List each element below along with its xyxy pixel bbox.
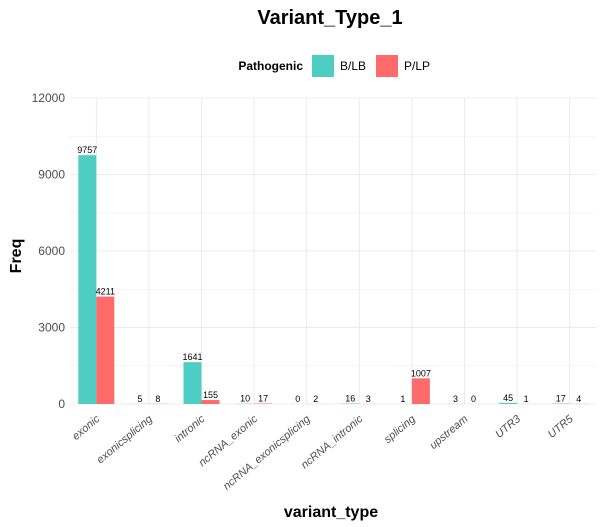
data-label: 0	[295, 394, 300, 404]
data-label: 5	[137, 394, 142, 404]
data-label: 9757	[77, 145, 97, 155]
data-labels: 9757 5 1641 10 0 16 1 3 45 17 4211 8 155 17 2 3 1007 0 1 4	[77, 145, 581, 404]
data-label: 10	[240, 394, 250, 404]
bars	[78, 155, 588, 404]
legend-label: P/LP	[404, 59, 430, 73]
legend-swatch	[376, 55, 398, 77]
x-tick-label: UTR5	[546, 413, 576, 441]
x-tick-label: intronic	[173, 413, 208, 445]
x-tick-label: splicing	[382, 413, 418, 446]
data-label: 17	[258, 394, 268, 404]
chart-title: Variant_Type_1	[257, 7, 402, 29]
legend-label: B/LB	[340, 59, 366, 73]
data-label: 8	[155, 394, 160, 404]
x-tick-label: ncRNA_exonicsplicing	[221, 413, 313, 493]
data-label: 155	[203, 390, 218, 400]
bar	[183, 362, 202, 404]
x-axis-title: variant_type	[284, 504, 378, 521]
y-tick-label: 3000	[38, 321, 65, 335]
bar	[499, 402, 518, 404]
y-tick-label: 0	[58, 397, 65, 411]
bar	[411, 378, 430, 404]
y-axis: 0 3000 6000 9000 12000	[32, 91, 66, 411]
legend-title: Pathogenic	[238, 59, 303, 73]
data-label: 1641	[182, 352, 202, 362]
data-label: 3	[453, 394, 458, 404]
bar	[96, 296, 115, 404]
data-label: 0	[471, 394, 476, 404]
data-label: 16	[345, 394, 355, 404]
y-axis-title: Freq	[8, 239, 25, 274]
data-label: 3	[366, 394, 371, 404]
data-label: 1007	[411, 368, 431, 378]
legend: Pathogenic B/LB P/LP	[238, 55, 430, 77]
legend-swatch	[312, 55, 334, 77]
data-label: 2	[313, 394, 318, 404]
bar	[201, 400, 220, 404]
gridlines	[70, 97, 596, 405]
data-label: 4211	[96, 287, 115, 297]
data-label: 4	[576, 394, 581, 404]
bar	[78, 155, 97, 404]
data-label: 1	[400, 394, 405, 404]
x-tick-label: exonic	[70, 413, 102, 443]
y-tick-label: 6000	[38, 244, 65, 258]
x-tick-label: exonicsplicing	[95, 413, 156, 467]
y-tick-label: 12000	[32, 91, 66, 105]
x-tick-label: upstream	[428, 413, 471, 452]
x-tick-label: UTR3	[493, 413, 523, 441]
y-tick-label: 9000	[38, 168, 65, 182]
data-label: 1	[524, 394, 529, 404]
data-label: 17	[556, 394, 566, 404]
data-label: 45	[503, 393, 513, 403]
